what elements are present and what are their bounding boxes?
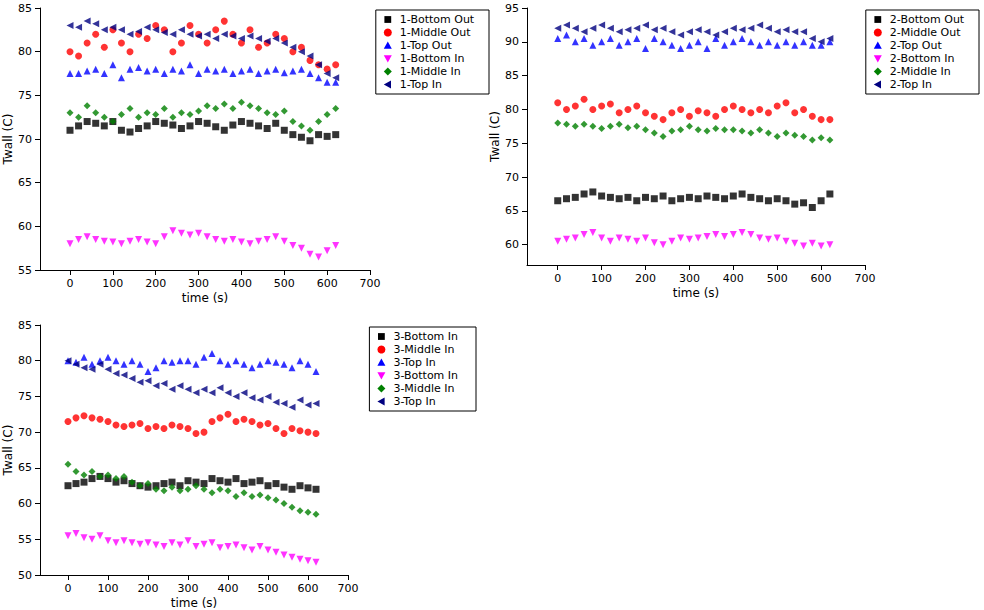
svg-text:55: 55 xyxy=(18,264,32,277)
svg-text:300: 300 xyxy=(178,582,199,595)
svg-text:75: 75 xyxy=(505,137,519,150)
svg-text:70: 70 xyxy=(505,171,519,184)
svg-text:1-Middle In: 1-Middle In xyxy=(400,65,461,78)
svg-text:60: 60 xyxy=(18,220,32,233)
svg-text:80: 80 xyxy=(18,354,32,367)
svg-text:2-Bottom In: 2-Bottom In xyxy=(890,52,955,65)
svg-text:300: 300 xyxy=(188,277,209,290)
svg-text:500: 500 xyxy=(258,582,279,595)
svg-text:85: 85 xyxy=(505,69,519,82)
svg-text:600: 600 xyxy=(317,277,338,290)
svg-text:2-Bottom Out: 2-Bottom Out xyxy=(890,13,965,26)
svg-text:100: 100 xyxy=(98,582,119,595)
svg-text:time (s): time (s) xyxy=(673,286,720,300)
svg-text:85: 85 xyxy=(18,2,32,15)
svg-text:400: 400 xyxy=(231,277,252,290)
svg-text:time (s): time (s) xyxy=(171,596,218,610)
svg-text:100: 100 xyxy=(102,277,123,290)
svg-text:100: 100 xyxy=(591,272,612,285)
svg-text:0: 0 xyxy=(67,277,74,290)
svg-text:700: 700 xyxy=(338,582,359,595)
svg-text:500: 500 xyxy=(274,277,295,290)
svg-text:2-Middle In: 2-Middle In xyxy=(890,65,951,78)
svg-text:75: 75 xyxy=(18,390,32,403)
svg-text:0: 0 xyxy=(65,582,72,595)
svg-text:3-Top In: 3-Top In xyxy=(393,356,435,369)
svg-text:time (s): time (s) xyxy=(182,291,229,305)
svg-text:700: 700 xyxy=(855,272,876,285)
svg-text:200: 200 xyxy=(138,582,159,595)
svg-text:700: 700 xyxy=(360,277,381,290)
svg-text:1-Bottom In: 1-Bottom In xyxy=(400,52,465,65)
svg-text:3-Top In: 3-Top In xyxy=(393,395,435,408)
svg-text:3-Bottom In: 3-Bottom In xyxy=(393,330,458,343)
svg-text:Twall (C): Twall (C) xyxy=(1,114,15,166)
svg-text:85: 85 xyxy=(18,319,32,332)
svg-text:3-Middle In: 3-Middle In xyxy=(393,343,454,356)
svg-text:1-Bottom Out: 1-Bottom Out xyxy=(400,13,475,26)
svg-text:80: 80 xyxy=(18,45,32,58)
svg-text:500: 500 xyxy=(767,272,788,285)
svg-text:55: 55 xyxy=(18,533,32,546)
svg-text:200: 200 xyxy=(635,272,656,285)
svg-text:1-Top Out: 1-Top Out xyxy=(400,39,453,52)
svg-text:3-Middle In: 3-Middle In xyxy=(393,382,454,395)
svg-text:70: 70 xyxy=(18,133,32,146)
svg-text:90: 90 xyxy=(505,35,519,48)
svg-text:Twall (C): Twall (C) xyxy=(488,111,502,163)
svg-text:2-Middle Out: 2-Middle Out xyxy=(890,26,961,39)
svg-text:50: 50 xyxy=(18,569,32,582)
svg-text:65: 65 xyxy=(18,461,32,474)
svg-text:1-Top In: 1-Top In xyxy=(400,78,442,91)
svg-text:1-Middle Out: 1-Middle Out xyxy=(400,26,471,39)
svg-text:400: 400 xyxy=(218,582,239,595)
svg-text:75: 75 xyxy=(18,89,32,102)
svg-text:2-Top Out: 2-Top Out xyxy=(890,39,943,52)
svg-text:60: 60 xyxy=(18,497,32,510)
svg-text:80: 80 xyxy=(505,103,519,116)
svg-text:Twall (C): Twall (C) xyxy=(1,425,15,477)
svg-text:60: 60 xyxy=(505,238,519,251)
svg-text:65: 65 xyxy=(18,176,32,189)
svg-text:70: 70 xyxy=(18,426,32,439)
svg-text:3-Bottom In: 3-Bottom In xyxy=(393,369,458,382)
svg-text:200: 200 xyxy=(145,277,166,290)
svg-text:95: 95 xyxy=(505,2,519,15)
svg-text:300: 300 xyxy=(679,272,700,285)
svg-text:600: 600 xyxy=(298,582,319,595)
svg-text:600: 600 xyxy=(811,272,832,285)
svg-text:400: 400 xyxy=(723,272,744,285)
svg-text:0: 0 xyxy=(554,272,561,285)
svg-text:65: 65 xyxy=(505,204,519,217)
svg-text:2-Top In: 2-Top In xyxy=(890,78,932,91)
